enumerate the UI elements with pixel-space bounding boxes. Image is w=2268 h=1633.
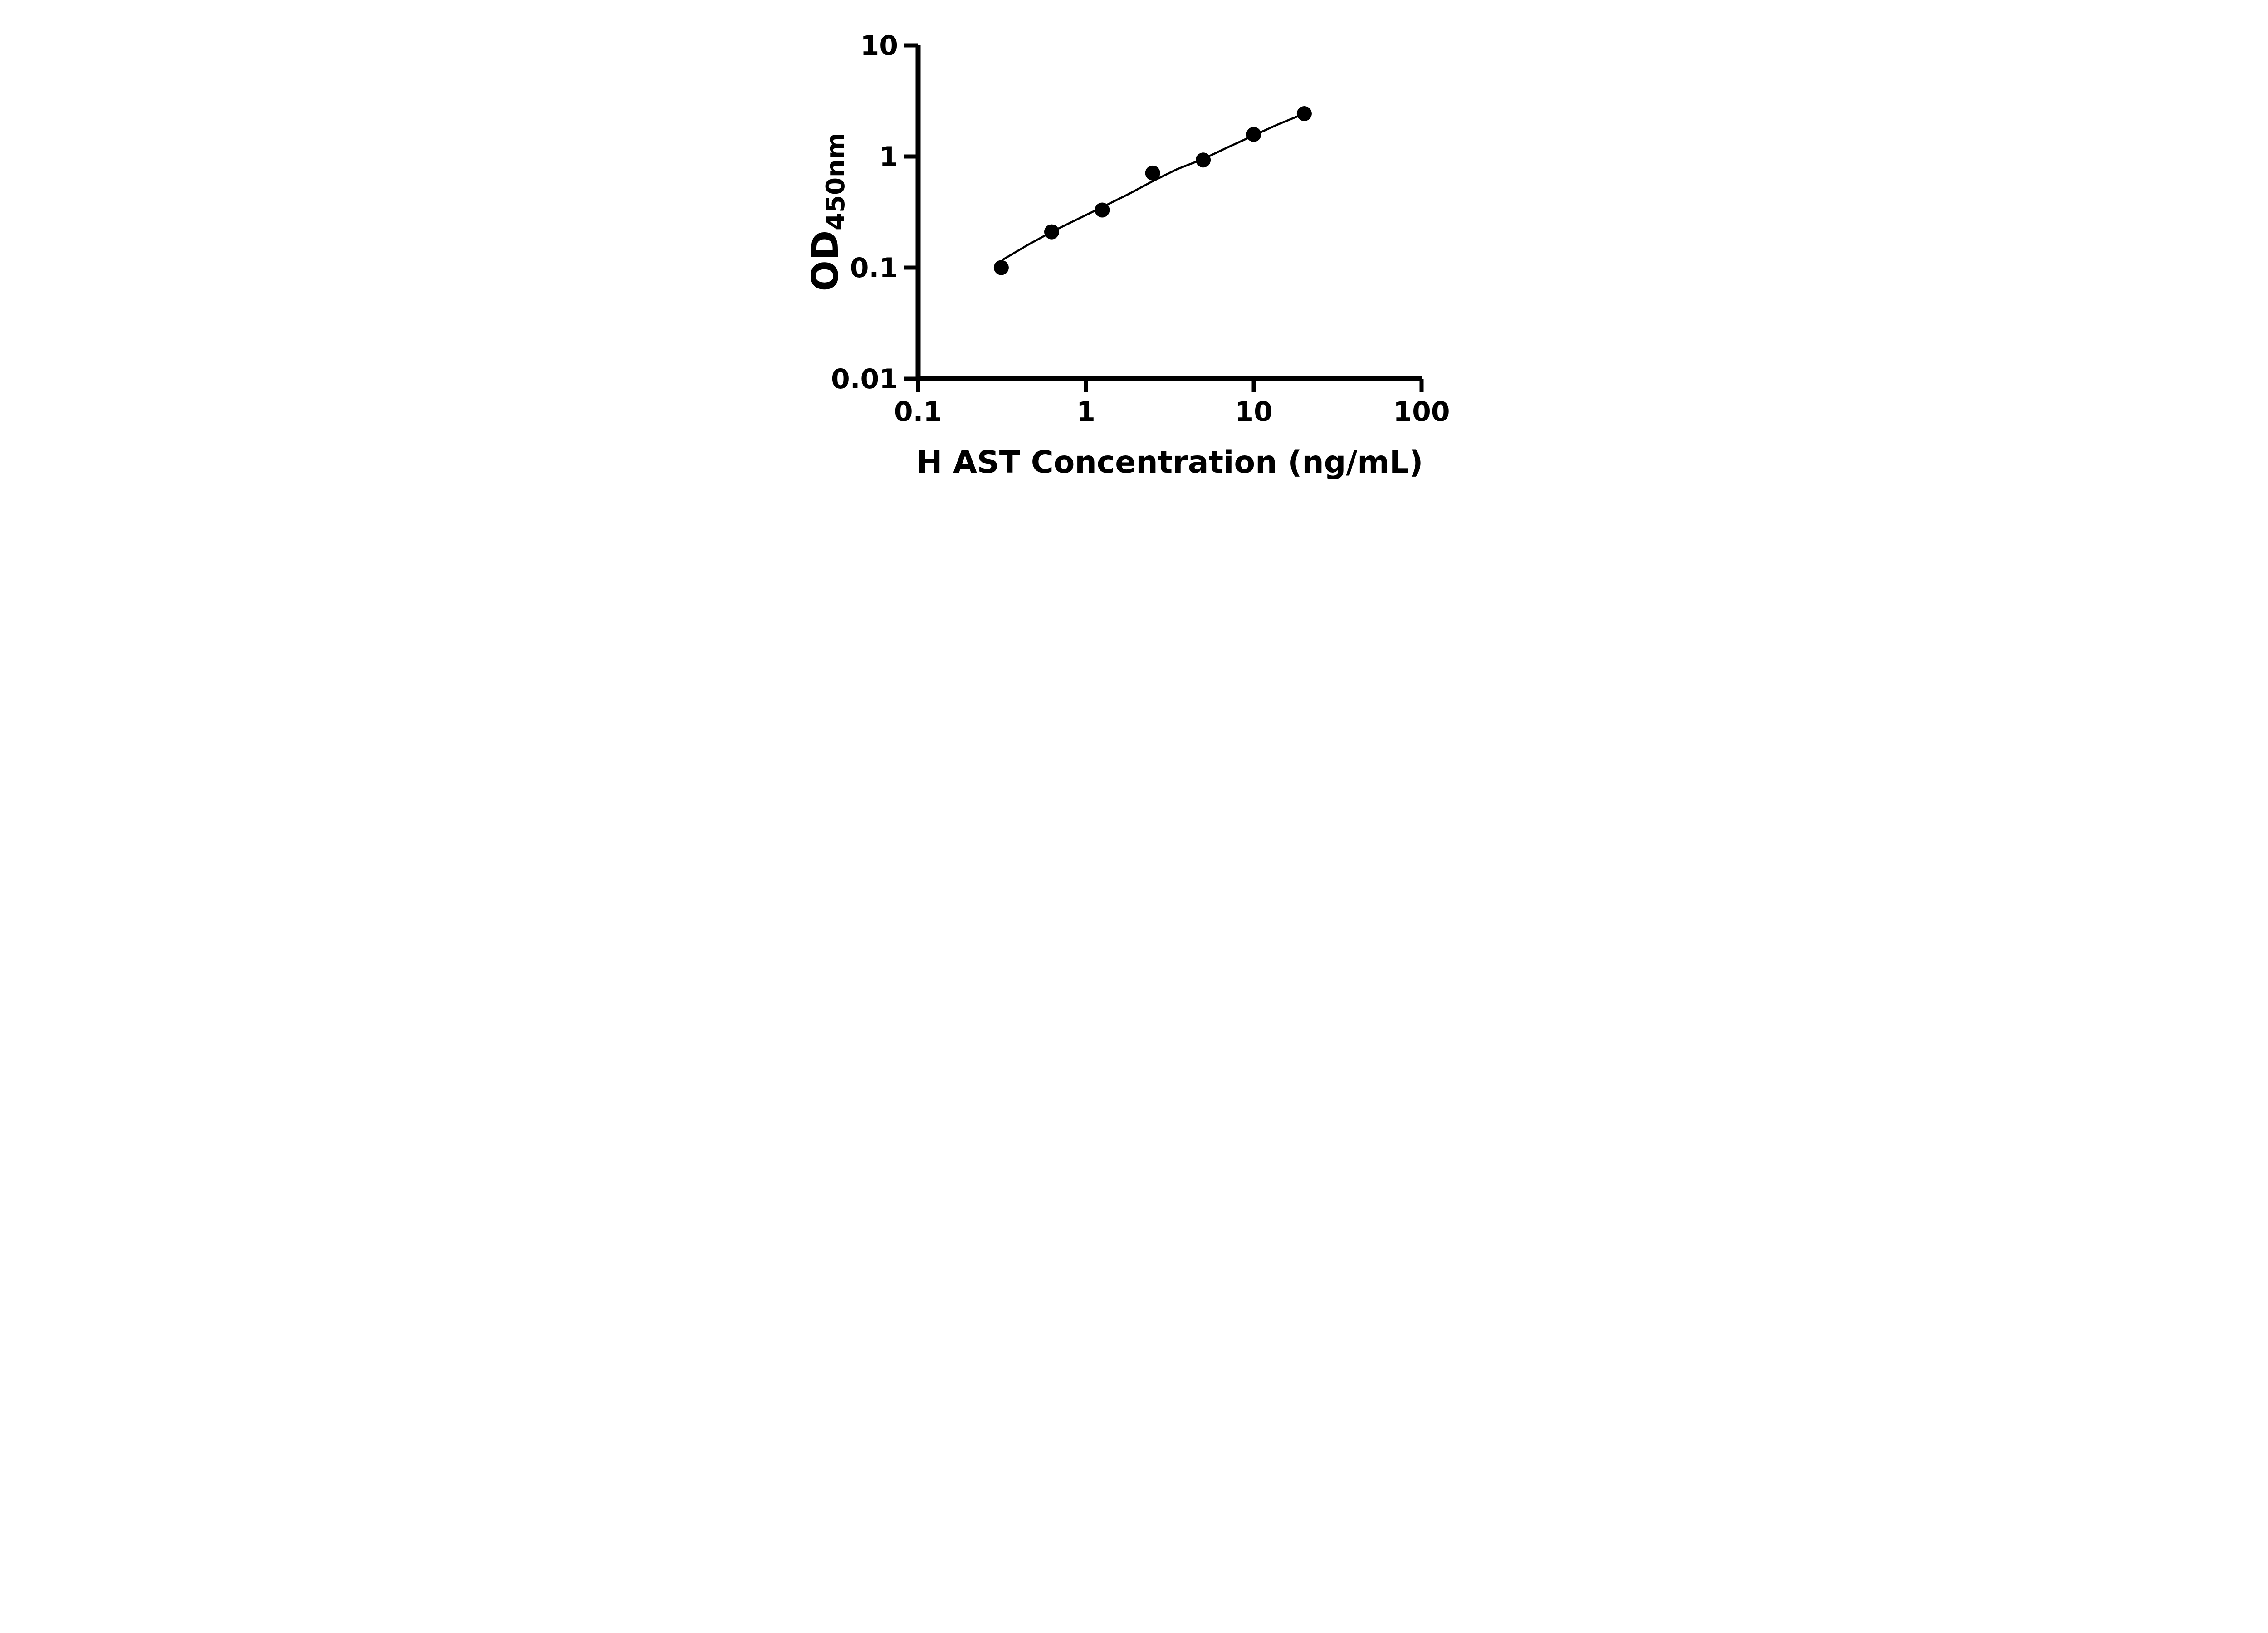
y-tick-label: 0.1 [850,252,898,284]
data-point [1044,224,1059,240]
data-point [1094,202,1110,218]
y-tick-label: 10 [860,30,898,62]
data-point [1296,106,1312,121]
x-axis-title: H AST Concentration (ng/mL) [916,445,1423,480]
y-tick-label: 0.01 [831,363,898,395]
data-point [993,260,1009,275]
y-axis-title: OD450nm [804,133,850,292]
y-tick-label: 1 [879,141,898,173]
x-tick-label: 100 [1393,396,1450,428]
x-tick-label: 10 [1235,396,1273,428]
data-point [1246,127,1261,142]
x-tick-label: 1 [1076,396,1095,428]
x-tick-label: 0.1 [894,396,942,428]
chart-container: 0.1 1 10 100 0.01 0.1 1 10 H AST Concentration (… [784,0,1484,490]
data-point [1145,165,1160,181]
data-point [1195,152,1211,168]
